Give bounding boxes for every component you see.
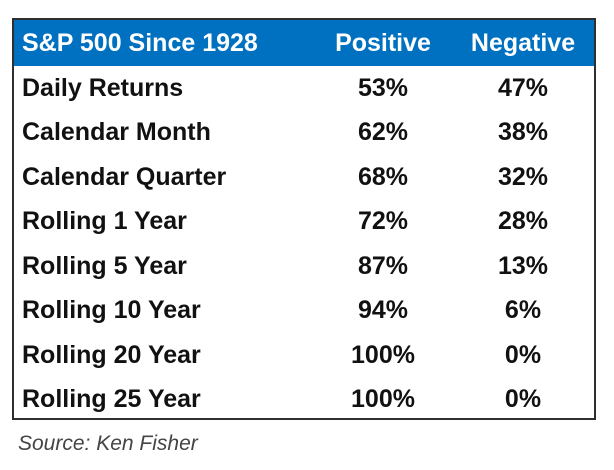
row-negative: 13% [497, 251, 549, 280]
table-row: Rolling 10 Year 94% 6% [14, 289, 594, 334]
row-label: Rolling 1 Year [22, 207, 187, 236]
table-header: S&P 500 Since 1928 Positive Negative [14, 20, 594, 66]
row-positive: 53% [357, 73, 409, 102]
header-title: S&P 500 Since 1928 [22, 28, 258, 57]
table-row: Calendar Month 62% 38% [14, 111, 594, 156]
source-caption: Source: Ken Fisher [18, 432, 198, 455]
row-negative: 6% [504, 296, 542, 325]
row-positive: 72% [357, 207, 409, 236]
table-row: Calendar Quarter 68% 32% [14, 155, 594, 200]
header-row: S&P 500 Since 1928 Positive Negative [14, 20, 594, 66]
row-negative: 28% [497, 207, 549, 236]
table-row: Daily Returns 53% 47% [14, 66, 594, 111]
sp500-stats-table: S&P 500 Since 1928 Positive Negative Dai… [14, 20, 594, 422]
table-row: Rolling 5 Year 87% 13% [14, 244, 594, 289]
header-positive: Positive [335, 28, 431, 57]
row-label: Rolling 10 Year [22, 296, 201, 325]
table-body: Daily Returns 53% 47% Calendar Month 62%… [14, 66, 594, 422]
row-label: Rolling 20 Year [22, 340, 201, 369]
row-label: Daily Returns [22, 73, 184, 102]
row-negative: 0% [504, 385, 542, 414]
row-label: Calendar Month [22, 118, 211, 147]
row-negative: 32% [497, 162, 549, 191]
row-negative: 0% [504, 340, 542, 369]
row-negative: 38% [497, 118, 549, 147]
row-positive: 100% [351, 340, 415, 369]
table-row: Rolling 20 Year 100% 0% [14, 333, 594, 378]
stats-table-frame: S&P 500 Since 1928 Positive Negative Dai… [12, 18, 596, 420]
row-positive: 94% [357, 296, 409, 325]
row-label: Calendar Quarter [22, 162, 227, 191]
header-negative: Negative [470, 28, 576, 57]
table-row: Rolling 1 Year 72% 28% [14, 200, 594, 245]
table-row: Rolling 25 Year 100% 0% [14, 378, 594, 423]
row-label: Rolling 5 Year [22, 251, 187, 280]
row-positive: 68% [357, 162, 409, 191]
row-positive: 62% [357, 118, 409, 147]
row-positive: 100% [351, 385, 415, 414]
row-positive: 87% [357, 251, 409, 280]
row-label: Rolling 25 Year [22, 385, 201, 414]
row-negative: 47% [497, 73, 549, 102]
